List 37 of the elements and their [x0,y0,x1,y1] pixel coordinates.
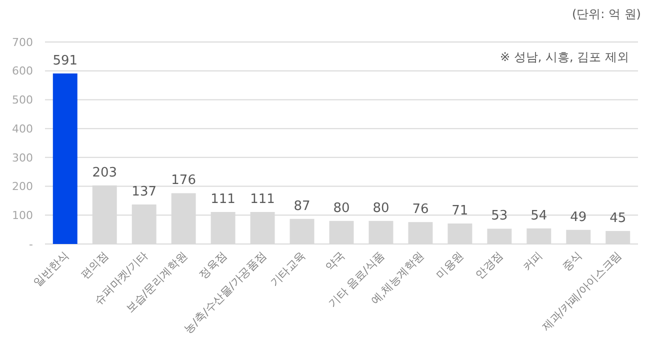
y-tick-label: 100 [12,208,33,222]
annotation: ※ 성남, 시흥, 김포 제외 [500,50,629,64]
bar [566,230,591,244]
y-tick-label: 600 [12,64,33,78]
data-label: 45 [610,211,626,226]
data-label: 80 [372,200,390,216]
bar [329,220,354,244]
bar [368,220,394,244]
data-label: 71 [452,204,468,219]
bar [526,228,552,244]
data-label: 137 [132,184,157,200]
bar [52,73,78,244]
data-label: 591 [52,53,78,68]
y-tick-label: 300 [12,151,33,164]
data-label: 80 [333,200,350,216]
y-tick-label: 700 [12,36,33,49]
y-tick-label: 200 [12,180,33,194]
bar [487,228,512,244]
data-label: 87 [294,198,310,214]
data-label: 176 [171,173,196,188]
bar [290,218,314,244]
data-label: 203 [92,165,118,180]
text: (단위: 억 원) [572,7,641,21]
y-tick-label: 400 [12,122,33,136]
bar [606,231,630,244]
y-tick-label: 500 [12,94,33,107]
x-tick-label: 커피 [520,248,546,274]
bar [408,222,433,244]
data-label: 76 [412,202,429,218]
data-label: 54 [530,208,548,224]
data-label: 111 [250,192,275,207]
bar [448,224,472,244]
data-label: 49 [570,210,587,225]
x-tick-label: 약국 [322,248,348,274]
data-label: 111 [210,192,236,207]
data-label: 53 [491,208,508,224]
y-tick-label: - [29,238,34,251]
